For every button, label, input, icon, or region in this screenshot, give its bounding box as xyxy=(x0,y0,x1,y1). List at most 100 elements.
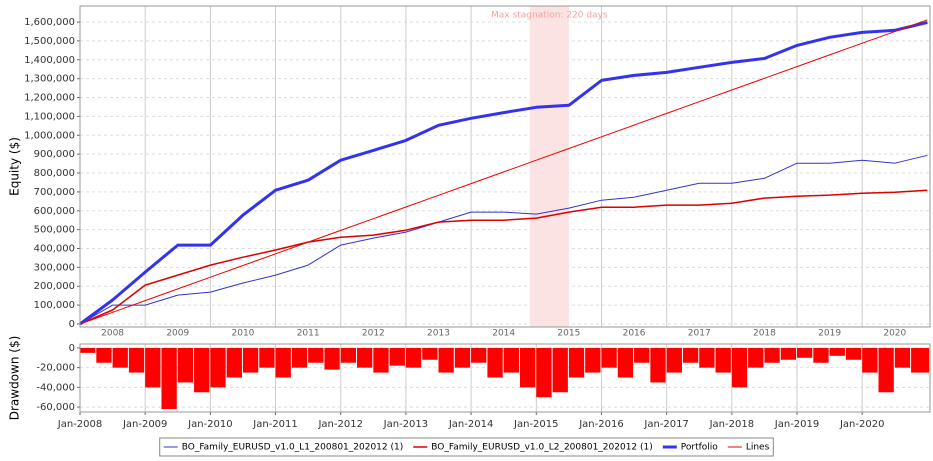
drawdown-bar xyxy=(519,347,536,388)
x-tick-label: Jan-2009 xyxy=(122,419,167,430)
drawdown-bar xyxy=(731,347,748,388)
drawdown-bar xyxy=(601,347,617,368)
x-tick-label: 2016 xyxy=(623,329,646,339)
legend: BO_Family_EURUSD_v1.0_L1_200801_202012 (… xyxy=(159,437,774,457)
drawdown-bar xyxy=(275,347,291,378)
y-tick-label: 1,200,000 xyxy=(24,93,75,104)
x-tick-label: Jan-2015 xyxy=(513,419,558,430)
drawdown-bar xyxy=(585,347,601,373)
drawdown-bar xyxy=(862,347,878,373)
y-tick-label: 300,000 xyxy=(34,262,75,273)
x-tick-label: Jan-2020 xyxy=(839,419,884,430)
drawdown-bar xyxy=(845,347,862,360)
legend-label: Portfolio xyxy=(681,443,719,453)
drawdown-bar xyxy=(80,347,96,353)
y-tick-label: 500,000 xyxy=(34,225,75,236)
drawdown-bar xyxy=(471,347,487,363)
drawdown-bar xyxy=(324,347,340,370)
x-tick-label: 2017 xyxy=(688,329,711,339)
drawdown-bar xyxy=(666,347,682,373)
x-tick-label: Jan-2017 xyxy=(643,419,688,430)
drawdown-bar xyxy=(650,347,666,383)
series-line xyxy=(79,154,928,325)
drawdown-bar xyxy=(357,347,373,368)
drawdown-bar xyxy=(96,347,112,363)
legend-label: Lines xyxy=(746,443,770,453)
drawdown-bar xyxy=(389,347,405,366)
x-tick-label: 2018 xyxy=(753,329,776,339)
drawdown-bar xyxy=(536,347,552,398)
drawdown-bar xyxy=(226,347,242,378)
legend-box xyxy=(159,437,774,457)
y-tick-label: 1,100,000 xyxy=(24,111,75,122)
y-tick-label: 1,400,000 xyxy=(24,55,75,66)
drawdown-bar xyxy=(797,347,813,358)
series-line xyxy=(79,20,928,326)
drawdown-bar xyxy=(715,347,731,373)
drawdown-bar xyxy=(438,347,454,373)
x-tick-label: Jan-2013 xyxy=(383,419,428,430)
drawdown-bar xyxy=(373,347,389,373)
drawdown-bar xyxy=(699,347,715,368)
drawdown-bar xyxy=(242,347,259,373)
drawdown-bar xyxy=(128,347,145,373)
x-tick-label: 2019 xyxy=(818,329,841,339)
drawdown-bar xyxy=(764,347,780,363)
y-tick-label: 800,000 xyxy=(34,168,75,179)
y-axis-label: Drawdown ($) xyxy=(8,336,22,421)
plot-border xyxy=(79,343,931,413)
stagnation-label: Max stagnation: 220 days xyxy=(491,11,608,21)
y-tick-label: -60,000 xyxy=(36,402,75,413)
x-tick-label: 2014 xyxy=(492,329,515,339)
x-tick-label: 2008 xyxy=(101,329,124,339)
y-tick-label: 0 xyxy=(69,319,75,330)
drawdown-bar xyxy=(503,347,519,373)
x-tick-label: Jan-2019 xyxy=(774,419,819,430)
drawdown-bar xyxy=(911,347,929,373)
drawdown-bar xyxy=(552,347,568,393)
x-tick-label: 2020 xyxy=(883,329,906,339)
drawdown-bar xyxy=(780,347,797,360)
series-line xyxy=(79,189,928,325)
drawdown-bar xyxy=(259,347,275,368)
x-tick-label: 2013 xyxy=(427,329,450,339)
y-tick-label: 600,000 xyxy=(34,206,75,217)
drawdown-bar xyxy=(748,347,764,368)
drawdown-bar xyxy=(829,347,845,356)
drawdown-bar xyxy=(112,347,128,368)
x-tick-label: Jan-2018 xyxy=(709,419,754,430)
drawdown-bar xyxy=(617,347,634,378)
drawdown-bar xyxy=(568,347,585,378)
x-tick-label: Jan-2010 xyxy=(187,419,232,430)
drawdown-bar xyxy=(405,347,422,368)
y-tick-label: 100,000 xyxy=(34,300,75,311)
x-tick-label: 2009 xyxy=(166,329,189,339)
drawdown-bar xyxy=(682,347,699,363)
x-tick-label: Jan-2008 xyxy=(57,419,102,430)
x-tick-label: 2015 xyxy=(557,329,580,339)
drawdown-bar xyxy=(194,347,210,393)
drawdown-bar xyxy=(894,347,911,368)
y-tick-label: 1,600,000 xyxy=(24,17,75,28)
x-tick-label: Jan-2011 xyxy=(252,419,297,430)
y-tick-label: 900,000 xyxy=(34,149,75,160)
y-tick-label: 1,500,000 xyxy=(24,36,75,47)
y-tick-label: 0 xyxy=(69,343,75,354)
drawdown-bar xyxy=(340,347,357,363)
drawdown-bar xyxy=(813,347,829,363)
x-tick-label: Jan-2014 xyxy=(448,419,493,430)
drawdown-bar xyxy=(210,347,226,388)
y-tick-label: -20,000 xyxy=(36,363,75,374)
drawdown-bar xyxy=(177,347,194,383)
drawdown-bar xyxy=(454,347,471,368)
drawdown-bar xyxy=(161,347,177,410)
y-tick-label: 700,000 xyxy=(34,187,75,198)
legend-label: BO_Family_EURUSD_v1.0_L1_200801_202012 (… xyxy=(182,443,404,453)
drawdown-bar xyxy=(308,347,324,363)
y-tick-label: -40,000 xyxy=(36,382,75,393)
x-tick-label: 2012 xyxy=(362,329,385,339)
series-line xyxy=(79,19,928,325)
y-tick-label: 1,000,000 xyxy=(24,130,75,141)
drawdown-bar xyxy=(291,347,308,368)
stagnation-band xyxy=(529,6,569,327)
